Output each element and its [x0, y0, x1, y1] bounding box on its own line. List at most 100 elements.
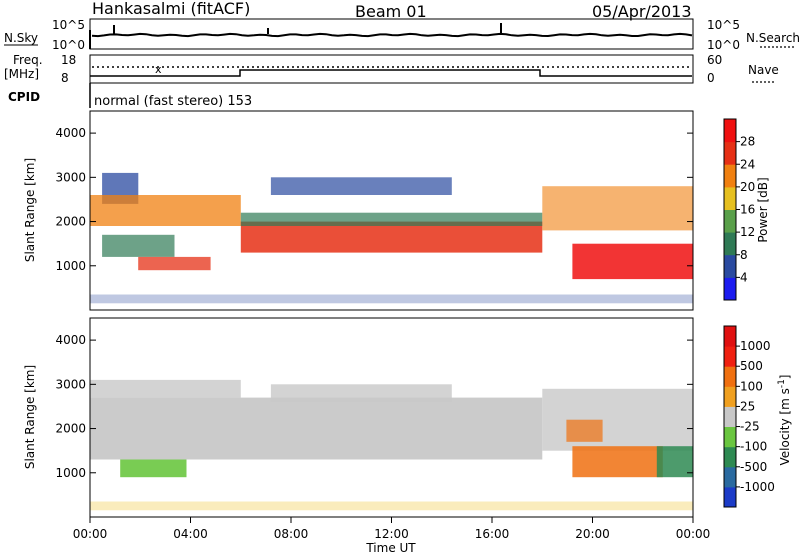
colorbar-swatch-5 — [724, 164, 736, 188]
colorbar-tick-label-5: 24 — [740, 157, 755, 171]
velocity-band-8 — [90, 501, 693, 511]
velocity-label-end: ] — [778, 375, 792, 380]
xtick-label-3: 12:00 — [374, 527, 409, 541]
power-band-3 — [138, 256, 211, 271]
power-colorbar: 4 8 12 16 20 24 28 — [723, 118, 755, 301]
velocity-band-3 — [542, 388, 694, 451]
power-band-2 — [102, 234, 175, 257]
colorbar-tick-label-1: 8 — [740, 248, 748, 262]
power-heatmap — [90, 172, 694, 304]
ytick-label-4000: 4000 — [55, 126, 86, 140]
xtick-label-5: 20:00 — [575, 527, 610, 541]
ytick-label-1000: 1000 — [55, 466, 86, 480]
noise-rtick-bottom: 10^0 — [707, 38, 740, 52]
colorbar-swatch-5 — [724, 386, 736, 407]
colorbar-swatch-6 — [724, 141, 736, 165]
velocity-ylabel: Slant Range [km] — [23, 365, 37, 469]
time-axis: 00:00 04:00 08:00 12:00 16:00 20:00 00:00 — [73, 517, 711, 541]
power-plot-frame — [89, 110, 694, 311]
power-band-7 — [542, 186, 694, 231]
nave-label: Nave — [748, 63, 779, 77]
beam-label: Beam 01 — [355, 2, 427, 21]
noise-ytick-bottom: 10^0 — [52, 38, 85, 52]
colorbar-tick-label-3: 16 — [740, 203, 755, 217]
power-band-1 — [90, 195, 241, 226]
colorbar-swatch-1 — [724, 254, 736, 278]
noise-ytick-top: 10^5 — [52, 18, 85, 32]
colorbar-swatch-0 — [724, 486, 736, 508]
colorbar-frame — [723, 325, 737, 508]
noise-right-label: N.Search — [746, 31, 800, 45]
colorbar-tick-label-2: 100 — [740, 379, 763, 393]
cpid-text: normal (fast stereo) 153 — [94, 94, 252, 109]
velocity-yaxis: 1000 2000 3000 4000 — [55, 333, 693, 480]
freq-trace — [90, 69, 692, 77]
colorbar-swatch-4 — [724, 186, 736, 210]
colorbar-swatch-7 — [724, 346, 736, 367]
cpid-label: CPID — [8, 90, 40, 104]
time-xlabel: Time UT — [365, 541, 416, 554]
velocity-band-4 — [120, 459, 187, 478]
power-band-6 — [270, 177, 452, 195]
colorbar-swatch-3 — [724, 426, 736, 448]
velocity-colorbar-label: Velocity [m s-1] — [777, 375, 792, 466]
colorbar-swatch-4 — [724, 406, 736, 427]
ytick-label-2000: 2000 — [55, 422, 86, 436]
colorbar-tick-label-5: -100 — [740, 440, 767, 454]
velocity-band-6 — [656, 446, 693, 478]
power-band-5 — [240, 212, 543, 226]
colorbar-swatch-1 — [724, 466, 736, 488]
velocity-heatmap — [90, 379, 694, 511]
nave-tick-top: 60 — [707, 53, 722, 67]
colorbar-swatch-8 — [724, 326, 736, 347]
colorbar-tick-label-4: 20 — [740, 180, 755, 194]
velocity-band-0 — [90, 397, 543, 460]
noise-panel: N.Sky 10^5 10^0 10^5 10^0 N.Search — [4, 18, 800, 52]
xtick-label-6: 00:00 — [676, 527, 711, 541]
xtick-label-0: 00:00 — [73, 527, 108, 541]
velocity-band-2 — [270, 384, 452, 402]
colorbar-tick-label-1: 500 — [740, 359, 763, 373]
colorbar-swatch-0 — [724, 277, 736, 301]
freq-unit: [MHz] — [4, 67, 39, 81]
power-colorbar-label: Power [dB] — [756, 177, 770, 242]
ytick-label-3000: 3000 — [55, 377, 86, 391]
velocity-band-5 — [572, 446, 663, 478]
colorbar-tick-label-7: -1000 — [740, 480, 775, 494]
date-label: 05/Apr/2013 — [592, 2, 692, 21]
xtick-label-4: 16:00 — [475, 527, 510, 541]
freq-marker: x — [155, 63, 162, 76]
noise-left-label: N.Sky — [4, 31, 38, 45]
freq-ytick-bottom: 8 — [61, 71, 69, 85]
power-band-8 — [572, 243, 693, 280]
xtick-label-1: 04:00 — [173, 527, 208, 541]
noise-rtick-top: 10^5 — [707, 18, 740, 32]
power-ylabel: Slant Range [km] — [23, 158, 37, 262]
nave-tick-bottom: 0 — [707, 71, 715, 85]
station-title: Hankasalmi (fitACF) — [92, 0, 250, 18]
freq-ytick-top: 18 — [61, 53, 76, 67]
velocity-panel: 1000 2000 3000 4000 Slant Range [km] 1000 50… — [23, 317, 792, 554]
ytick-label-2000: 2000 — [55, 215, 86, 229]
colorbar-tick-label-0: 1000 — [740, 339, 771, 353]
velocity-band-7 — [566, 419, 603, 442]
xtick-label-2: 08:00 — [274, 527, 309, 541]
velocity-label-main: Velocity [m s — [778, 388, 792, 465]
colorbar-swatch-2 — [724, 446, 736, 468]
frequency-panel: Freq. [MHz] 18 8 60 0 Nave x CPID normal… — [4, 53, 779, 109]
colorbar-tick-label-3: 25 — [740, 399, 755, 413]
colorbar-swatch-2 — [724, 232, 736, 256]
colorbar-tick-label-6: -500 — [740, 460, 767, 474]
ytick-label-3000: 3000 — [55, 170, 86, 184]
velocity-colorbar: 1000 500 100 25 -25 -100 -500 -1000 — [723, 325, 775, 508]
colorbar-tick-label-0: 4 — [740, 270, 748, 284]
velocity-label-sup: -1 — [777, 379, 787, 388]
power-band-4 — [240, 221, 543, 253]
velocity-band-1 — [90, 379, 241, 398]
power-band-9 — [90, 294, 693, 304]
power-yaxis: 1000 2000 3000 4000 — [55, 126, 693, 273]
colorbar-swatch-3 — [724, 209, 736, 233]
noise-trace — [91, 32, 693, 38]
colorbar-tick-label-2: 12 — [740, 225, 755, 239]
